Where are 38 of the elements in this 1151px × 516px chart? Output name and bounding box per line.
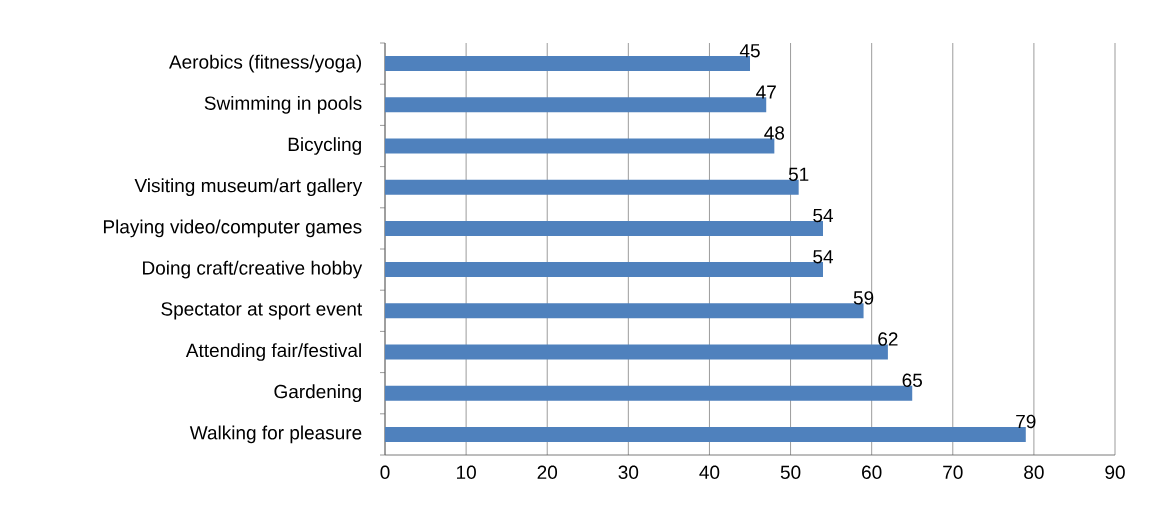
data-label: 62 [878,332,898,346]
bar [385,262,823,278]
data-label: 45 [739,44,760,58]
y-tick-label: Playing video/computer games [103,219,362,238]
y-tick-label: Gardening [274,384,361,403]
bar [385,56,750,72]
bar [385,138,775,154]
y-tick-label: Spectator at sport event [161,302,363,320]
x-tick-label: 80 [1024,465,1044,479]
data-label: 51 [788,167,809,182]
y-tick-label: Attending fair/festival [185,343,361,361]
data-label: 54 [813,250,834,264]
data-label: 48 [764,126,785,140]
y-tick-label: Doing craft/creative hobby [143,260,363,279]
bar [385,179,799,195]
x-tick-label: 0 [380,465,390,479]
x-tick-label: 60 [862,465,882,479]
data-label: 59 [853,291,874,305]
y-tick-label: Aerobics (fitness/yoga) [169,54,362,73]
x-tick-label: 70 [943,465,963,479]
x-tick-label: 10 [457,465,476,479]
y-tick-label: Visiting museum/art gallery [134,178,363,197]
y-tick-label: Bicycling [288,137,361,155]
x-tick-label: 20 [537,465,558,479]
x-tick-label: 30 [618,465,639,479]
x-tick-label: 90 [1105,465,1125,479]
bar [385,303,864,319]
bar [385,385,913,401]
data-label: 54 [813,208,834,223]
data-label: 65 [902,373,922,388]
x-tick-label: 40 [699,465,720,479]
x-tick-label: 50 [780,465,801,479]
data-label: 47 [756,85,776,99]
y-tick-label: Swimming in pools [204,95,362,114]
bar [385,97,767,113]
y-tick-label: Walking for pleasure [189,425,362,444]
bar [385,344,888,360]
data-label: 79 [1016,414,1036,429]
